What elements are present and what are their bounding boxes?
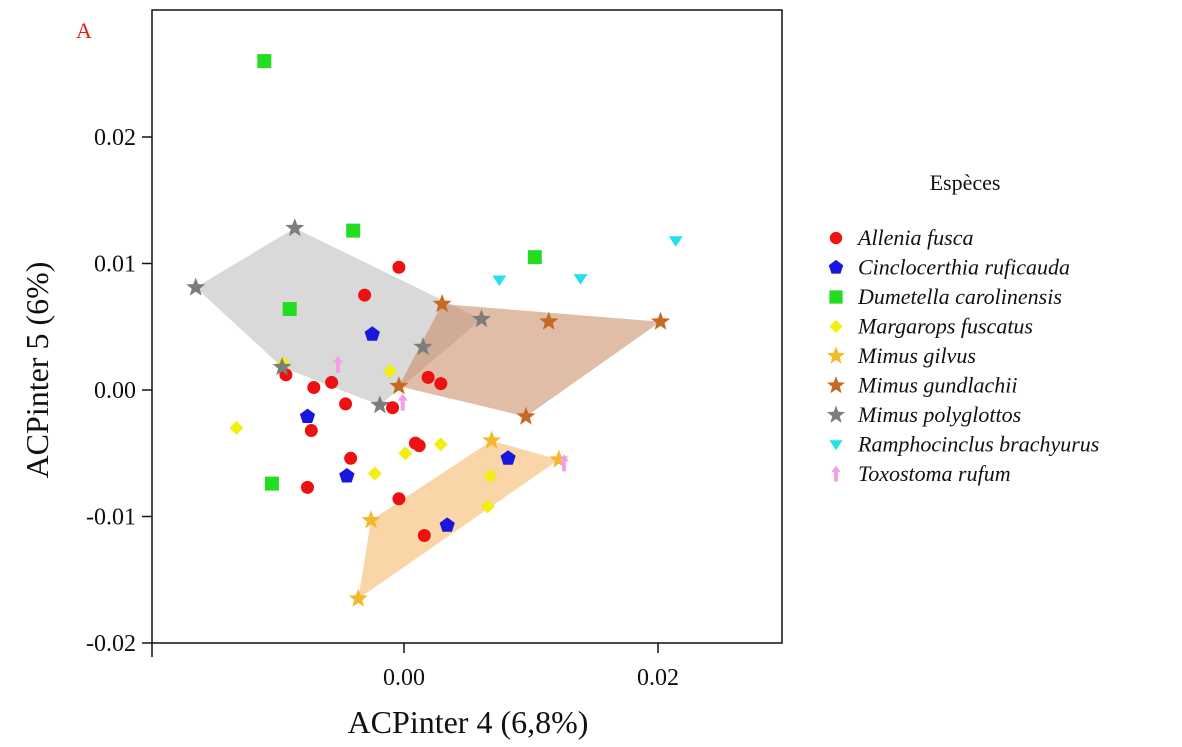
series-allenia-fusca — [279, 260, 448, 542]
y-axis-title: ACPinter 5 (6%) — [19, 262, 55, 479]
legend-label-ramphocinclus-brachyurus: Ramphocinclus brachyurus — [857, 432, 1099, 457]
point-mimus-gundlachii — [432, 294, 452, 313]
legend-marker-mimus-gilvus — [827, 346, 845, 364]
point-mimus-gilvus — [482, 430, 502, 449]
point-mimus-polyglottos — [413, 337, 433, 356]
series-mimus-gilvus — [348, 430, 569, 607]
legend-marker-mimus-gundlachii — [827, 376, 845, 394]
point-margarops-fuscatus — [480, 499, 495, 514]
point-mimus-gilvus — [361, 510, 381, 529]
legend-label-allenia-fusca: Allenia fusca — [856, 225, 973, 250]
y-tick-label: -0.01 — [86, 505, 136, 531]
point-allenia-fusca — [434, 377, 448, 391]
legend-label-dumetella-carolinensis: Dumetella carolinensis — [857, 284, 1062, 309]
point-mimus-gundlachii — [651, 311, 671, 330]
point-allenia-fusca — [307, 380, 321, 394]
point-ramphocinclus-brachyurus — [668, 236, 683, 247]
legend-marker-dumetella-carolinensis — [829, 290, 843, 304]
point-mimus-gundlachii — [389, 376, 409, 395]
point-ramphocinclus-brachyurus — [492, 275, 507, 286]
point-mimus-polyglottos — [272, 357, 292, 376]
y-tick-label: 0.00 — [94, 378, 136, 404]
point-mimus-gundlachii — [539, 311, 559, 330]
point-mimus-polyglottos — [472, 309, 491, 328]
legend-label-toxostoma-rufum: Toxostoma rufum — [858, 461, 1011, 486]
hull-mimus-gundlachii — [398, 304, 661, 417]
point-margarops-fuscatus — [229, 420, 244, 435]
legend-marker-mimus-polyglottos — [827, 405, 845, 423]
legend-label-mimus-polyglottos: Mimus polyglottos — [857, 402, 1021, 427]
point-margarops-fuscatus — [383, 364, 397, 378]
legend-marker-allenia-fusca — [829, 231, 843, 245]
hull-mimus-polyglottos — [195, 228, 482, 406]
panel-label: A — [76, 18, 92, 43]
point-cinclocerthia-ruficauda — [339, 468, 355, 483]
point-ramphocinclus-brachyurus — [573, 274, 588, 285]
point-cinclocerthia-ruficauda — [364, 326, 380, 341]
series-mimus-polyglottos — [186, 218, 491, 414]
point-mimus-gilvus — [549, 449, 569, 468]
point-mimus-polyglottos — [370, 395, 390, 414]
legend-marker-cinclocerthia-ruficauda — [828, 259, 844, 274]
plot-frame — [151, 9, 783, 644]
point-allenia-fusca — [304, 423, 318, 437]
legend: Espèces Allenia fusca Cinclocerthia rufic… — [827, 170, 1099, 486]
series-dumetella-carolinensis — [257, 54, 542, 491]
convex-hulls — [195, 228, 661, 599]
series-toxostoma-rufum — [332, 355, 570, 472]
hull-mimus-gilvus — [358, 440, 559, 599]
point-allenia-fusca — [392, 492, 406, 506]
series-ramphocinclus-brachyurus — [492, 236, 683, 286]
point-margarops-fuscatus — [367, 466, 382, 481]
point-allenia-fusca — [386, 401, 400, 415]
axes: 0.00 0.02 0.02 0.01 0.00 -0.01 -0.02 — [86, 9, 783, 691]
legend-marker-toxostoma-rufum — [831, 465, 841, 482]
point-allenia-fusca — [325, 375, 339, 389]
point-allenia-fusca — [339, 397, 353, 411]
legend-marker-margarops-fuscatus — [829, 319, 843, 334]
point-margarops-fuscatus — [433, 437, 448, 452]
data-points — [186, 54, 683, 607]
point-allenia-fusca — [358, 288, 372, 302]
legend-marker-ramphocinclus-brachyurus — [829, 440, 843, 451]
x-tick-label: 0.02 — [637, 665, 679, 691]
point-allenia-fusca — [417, 528, 431, 542]
point-allenia-fusca — [412, 439, 426, 453]
point-mimus-polyglottos — [186, 277, 206, 296]
point-margarops-fuscatus — [483, 469, 498, 483]
series-cinclocerthia-ruficauda — [299, 326, 516, 532]
point-allenia-fusca — [300, 480, 314, 494]
point-allenia-fusca — [421, 370, 435, 384]
point-dumetella-carolinensis — [257, 54, 272, 69]
point-dumetella-carolinensis — [264, 476, 279, 491]
point-allenia-fusca — [344, 451, 358, 465]
point-toxostoma-rufum — [397, 393, 408, 411]
point-allenia-fusca — [392, 260, 406, 274]
point-cinclocerthia-ruficauda — [299, 408, 316, 423]
point-toxostoma-rufum — [559, 454, 570, 472]
y-tick-label: 0.01 — [94, 252, 136, 278]
point-dumetella-carolinensis — [346, 223, 361, 238]
y-tick-label: 0.02 — [94, 125, 136, 151]
point-mimus-gundlachii — [516, 406, 536, 425]
point-dumetella-carolinensis — [527, 250, 542, 265]
point-cinclocerthia-ruficauda — [439, 517, 455, 532]
point-mimus-polyglottos — [285, 218, 305, 237]
legend-label-cinclocerthia-ruficauda: Cinclocerthia ruficauda — [858, 255, 1070, 280]
series-mimus-gundlachii — [389, 294, 671, 425]
point-cinclocerthia-ruficauda — [500, 450, 516, 465]
y-tick-label: -0.02 — [86, 631, 136, 657]
point-dumetella-carolinensis — [282, 302, 297, 317]
point-mimus-gilvus — [348, 588, 368, 607]
legend-label-mimus-gundlachii: Mimus gundlachii — [857, 373, 1018, 398]
x-tick-label: 0.00 — [383, 665, 425, 691]
point-toxostoma-rufum — [332, 355, 343, 373]
legend-label-margarops-fuscatus: Margarops fuscatus — [857, 314, 1033, 339]
x-axis-title: ACPinter 4 (6,8%) — [348, 704, 589, 740]
legend-label-mimus-gilvus: Mimus gilvus — [857, 343, 976, 368]
point-margarops-fuscatus — [398, 446, 413, 461]
legend-title: Espèces — [930, 170, 1001, 195]
